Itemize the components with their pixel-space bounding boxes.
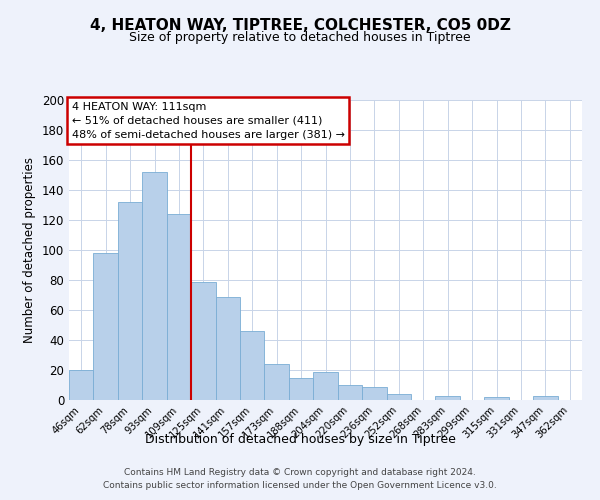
- Bar: [484, 397, 509, 400]
- Bar: [240, 331, 265, 400]
- Bar: [386, 394, 411, 400]
- Bar: [69, 370, 94, 400]
- Bar: [191, 282, 215, 400]
- Text: Contains public sector information licensed under the Open Government Licence v3: Contains public sector information licen…: [103, 482, 497, 490]
- Bar: [265, 364, 289, 400]
- Bar: [118, 202, 142, 400]
- Y-axis label: Number of detached properties: Number of detached properties: [23, 157, 36, 343]
- Text: 4 HEATON WAY: 111sqm
← 51% of detached houses are smaller (411)
48% of semi-deta: 4 HEATON WAY: 111sqm ← 51% of detached h…: [71, 102, 344, 140]
- Bar: [436, 396, 460, 400]
- Bar: [94, 253, 118, 400]
- Text: Distribution of detached houses by size in Tiptree: Distribution of detached houses by size …: [145, 434, 455, 446]
- Bar: [142, 172, 167, 400]
- Text: Size of property relative to detached houses in Tiptree: Size of property relative to detached ho…: [129, 31, 471, 44]
- Bar: [215, 296, 240, 400]
- Bar: [313, 372, 338, 400]
- Bar: [533, 396, 557, 400]
- Bar: [362, 386, 386, 400]
- Bar: [338, 385, 362, 400]
- Text: 4, HEATON WAY, TIPTREE, COLCHESTER, CO5 0DZ: 4, HEATON WAY, TIPTREE, COLCHESTER, CO5 …: [89, 18, 511, 32]
- Bar: [289, 378, 313, 400]
- Text: Contains HM Land Registry data © Crown copyright and database right 2024.: Contains HM Land Registry data © Crown c…: [124, 468, 476, 477]
- Bar: [167, 214, 191, 400]
